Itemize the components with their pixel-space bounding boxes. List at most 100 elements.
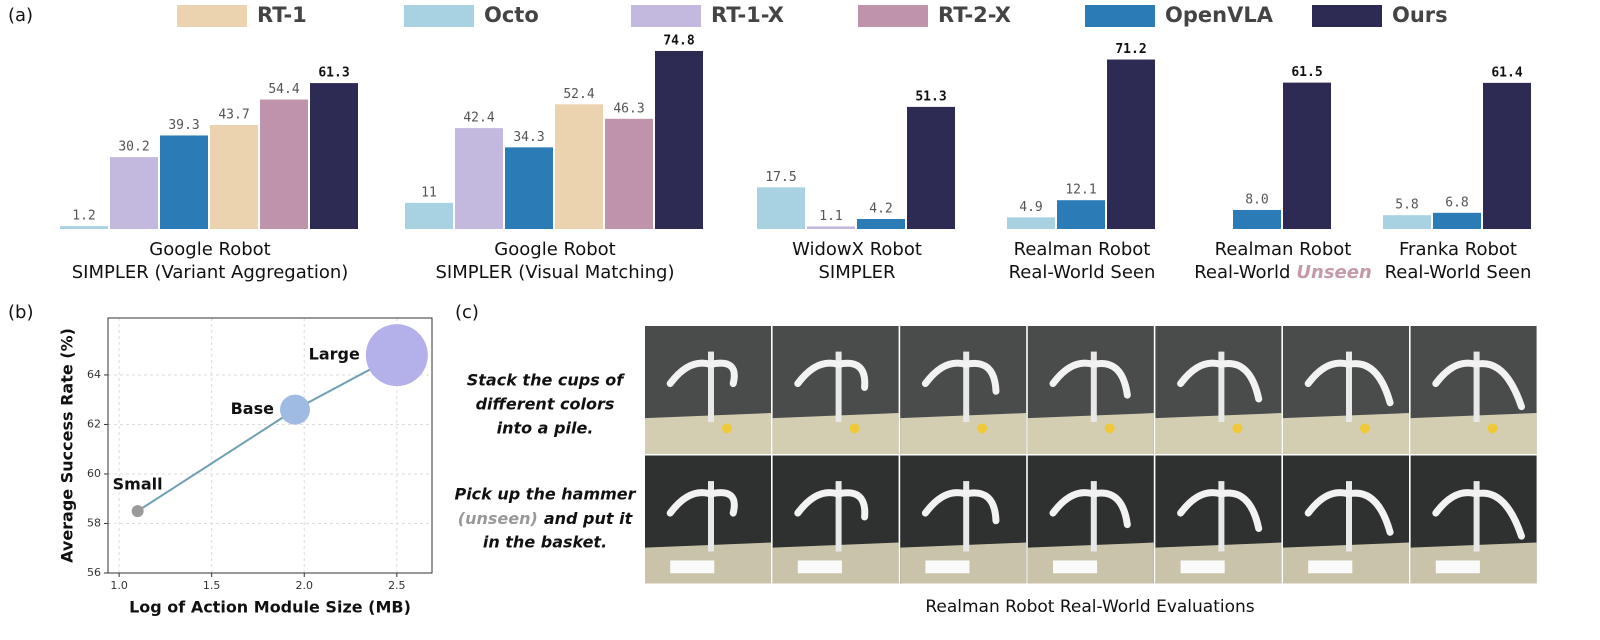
point-label: Base xyxy=(231,399,275,418)
bar xyxy=(655,50,703,230)
legend-swatch xyxy=(858,5,928,27)
bubble xyxy=(365,324,428,387)
value-label: 51.3 xyxy=(915,89,946,104)
group-title: SIMPLER (Visual Matching) xyxy=(435,262,674,283)
bar xyxy=(807,226,855,229)
value-label: 11 xyxy=(421,185,437,200)
y-tick-label: 58 xyxy=(87,516,101,529)
group-title: Real-World Unseen xyxy=(1194,262,1372,283)
photo-table xyxy=(1410,413,1537,454)
bar xyxy=(1483,82,1531,229)
bar xyxy=(555,104,603,229)
x-tick-label: 2.5 xyxy=(388,579,406,592)
value-label: 52.4 xyxy=(563,87,594,102)
plot-frame xyxy=(107,317,433,574)
caption: Realman Robot Real-World Evaluations xyxy=(925,597,1254,617)
photo-cup xyxy=(721,423,732,434)
legend-label: OpenVLA xyxy=(1165,3,1274,27)
value-label: 42.4 xyxy=(463,111,494,126)
photo-arm xyxy=(921,489,1000,525)
y-tick-label: 64 xyxy=(87,368,101,381)
group-title: SIMPLER xyxy=(818,262,895,283)
photo-arm xyxy=(1304,489,1394,536)
group-title: Google Robot xyxy=(494,239,615,260)
value-label: 46.3 xyxy=(613,101,644,116)
value-label: 8.0 xyxy=(1245,192,1268,207)
panel-label: (b) xyxy=(8,302,33,323)
legend-swatch xyxy=(631,5,701,27)
value-label: 12.1 xyxy=(1065,183,1096,198)
group-title-emphasis: Unseen xyxy=(1296,262,1371,283)
bar xyxy=(505,147,553,229)
value-label: 74.8 xyxy=(663,33,694,48)
legend-label: Ours xyxy=(1392,3,1448,27)
group-title: Real-World xyxy=(1194,262,1290,283)
group-title: WidowX Robot xyxy=(792,239,922,260)
value-label: 1.2 xyxy=(72,209,95,224)
bubble xyxy=(131,505,144,518)
bar xyxy=(310,83,358,229)
photo-robot xyxy=(1090,481,1097,552)
photo-robot xyxy=(1090,351,1097,422)
value-label: 4.2 xyxy=(869,202,892,217)
photo-grid xyxy=(645,326,1537,584)
group-title: SIMPLER (Visual Matching) xyxy=(435,262,674,283)
instruction: Stack the cups of xyxy=(467,371,626,390)
value-label: 17.5 xyxy=(765,170,796,185)
photo-robot xyxy=(1473,351,1480,422)
instruction: into a pile. xyxy=(497,419,594,438)
photo-robot xyxy=(1218,351,1225,422)
point-label: Large xyxy=(309,345,360,364)
legend-swatch xyxy=(1312,5,1382,27)
photo-table xyxy=(1155,413,1282,454)
photo-basket xyxy=(1308,560,1353,574)
value-label: 1.1 xyxy=(819,209,842,224)
group-title: Realman Robot xyxy=(1215,239,1352,260)
group-title: Franka Robot xyxy=(1399,239,1517,260)
photo-robot xyxy=(1346,481,1352,552)
photo-table xyxy=(900,413,1027,454)
instruction: different colors xyxy=(476,395,615,414)
bar xyxy=(1107,59,1155,229)
value-label: 6.8 xyxy=(1445,195,1468,210)
bar xyxy=(405,202,453,229)
bar xyxy=(907,106,955,229)
bar xyxy=(1433,212,1481,229)
group-title: SIMPLER (Variant Aggregation) xyxy=(72,262,349,283)
x-tick-label: 1.0 xyxy=(110,579,128,592)
legend-swatch xyxy=(404,5,474,27)
photo-basket xyxy=(1435,560,1480,574)
photo-robot xyxy=(963,481,970,552)
bar xyxy=(160,135,208,229)
x-axis-label: Log of Action Module Size (MB) xyxy=(129,598,411,617)
photo-basket xyxy=(670,560,715,574)
photo-arm xyxy=(794,359,869,391)
photo-arm xyxy=(666,359,738,388)
x-tick-label: 2.0 xyxy=(296,579,314,592)
photo-cup xyxy=(849,423,860,434)
bar xyxy=(455,128,503,229)
bar xyxy=(1383,215,1431,229)
value-label: 61.5 xyxy=(1291,65,1322,80)
photo-cup xyxy=(1487,423,1498,434)
photo-arm xyxy=(921,359,1000,395)
value-label: 43.7 xyxy=(218,107,249,122)
photo-table xyxy=(1283,413,1409,454)
y-tick-label: 62 xyxy=(87,417,101,430)
photo-arm xyxy=(1432,359,1525,411)
group-title: SIMPLER xyxy=(818,262,895,283)
instruction-emphasis: (unseen) xyxy=(458,509,538,528)
photo-robot xyxy=(1346,351,1352,422)
value-label: 71.2 xyxy=(1115,42,1146,57)
instruction: (unseen) and put it xyxy=(458,509,634,528)
value-label: 39.3 xyxy=(168,118,199,133)
bar xyxy=(210,124,258,229)
photo-table xyxy=(1027,413,1154,454)
value-label: 54.4 xyxy=(268,82,299,97)
group-title: Real-World Seen xyxy=(1009,262,1156,283)
group-title: SIMPLER (Variant Aggregation) xyxy=(72,262,349,283)
photo-robot xyxy=(835,351,842,422)
legend-swatch xyxy=(177,5,247,27)
value-label: 5.8 xyxy=(1395,198,1418,213)
bar xyxy=(1233,209,1281,229)
